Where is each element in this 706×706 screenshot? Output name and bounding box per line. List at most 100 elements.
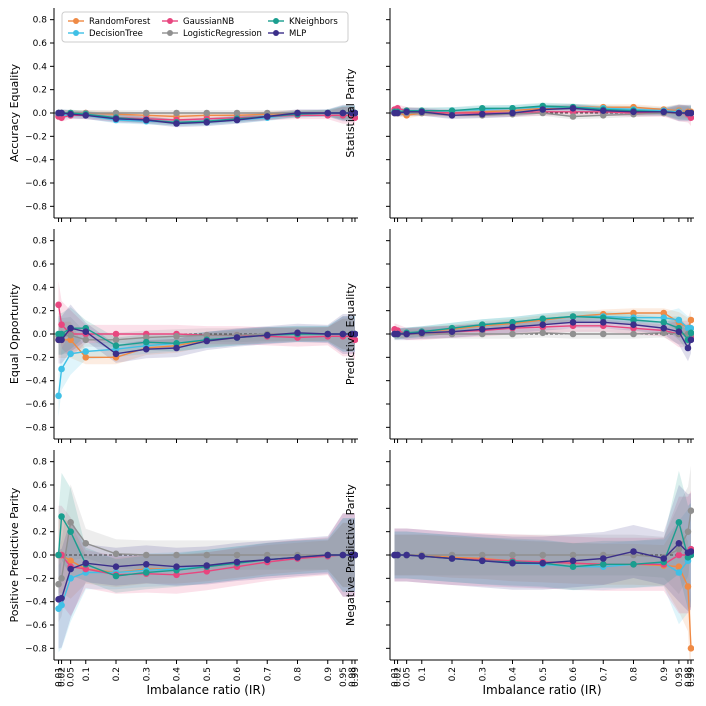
plot-area <box>54 472 358 653</box>
point-LogisticRegression <box>112 550 120 558</box>
point-MLP <box>675 109 683 117</box>
point-KNeighbors <box>569 563 577 570</box>
legend: RandomForest DecisionTree GaussianNB Logist… <box>61 11 349 43</box>
point-MLP <box>675 540 683 547</box>
band-MLP <box>394 484 691 612</box>
point-MLP <box>418 108 426 116</box>
point-MLP <box>351 551 358 559</box>
point-MLP <box>233 558 241 566</box>
point-LogisticRegression <box>67 331 74 339</box>
point-MLP <box>58 109 65 117</box>
point-DecisionTree <box>55 392 62 400</box>
x-axis-label: Imbalance ratio (IR) <box>146 683 265 697</box>
point-MLP <box>233 116 241 124</box>
point-LogisticRegression <box>684 528 692 535</box>
point-GaussianNB <box>351 336 358 344</box>
point-DecisionTree <box>675 316 683 324</box>
point-MLP <box>173 120 180 127</box>
y-tick-label: 0.4 <box>33 283 48 293</box>
point-MLP <box>263 113 271 120</box>
point-KNeighbors <box>630 316 637 324</box>
point-MLP <box>394 551 401 559</box>
y-tick-label: 0.6 <box>33 481 48 491</box>
point-GaussianNB <box>203 568 211 575</box>
point-GaussianNB <box>173 571 180 579</box>
y-axis-label: Negative Predictive Parity <box>344 484 357 626</box>
point-MLP <box>448 112 456 119</box>
legend-label: LogisticRegression <box>183 29 262 39</box>
point-RandomForest <box>684 583 692 590</box>
point-MLP <box>339 109 347 117</box>
x-tick-label: 0.9 <box>660 667 670 682</box>
x-tick-label: 0.05 <box>403 667 413 687</box>
y-tick-label: 0.6 <box>33 39 48 49</box>
y-tick-label: −0.8 <box>25 644 47 654</box>
x-tick-label: 0.98 <box>348 667 358 687</box>
point-MLP <box>233 334 241 341</box>
point-MLP <box>67 110 74 118</box>
point-LogisticRegression <box>599 112 607 119</box>
point-MLP <box>569 557 577 565</box>
point-RandomForest <box>687 316 694 324</box>
point-MLP <box>509 559 516 567</box>
point-GaussianNB <box>55 301 62 309</box>
x-tick-label: 0.3 <box>142 667 152 681</box>
point-MLP <box>263 331 271 339</box>
point-KNeighbors <box>142 569 150 576</box>
legend-marker <box>167 30 173 36</box>
x-tick-label: 0.98 <box>684 667 694 687</box>
y-tick-label: 0.0 <box>33 330 48 340</box>
point-KNeighbors <box>599 314 607 321</box>
point-MLP <box>112 350 120 358</box>
point-MLP <box>394 109 401 117</box>
point-MLP <box>509 323 516 331</box>
point-MLP <box>294 554 301 561</box>
point-MLP <box>339 330 347 338</box>
point-LogisticRegression <box>58 575 65 582</box>
point-MLP <box>67 324 74 332</box>
point-RandomForest <box>67 336 74 344</box>
point-KNeighbors <box>509 105 516 112</box>
point-MLP <box>630 321 637 328</box>
y-axis-label: Statistical Parity <box>344 68 357 158</box>
y-tick-label: 0.0 <box>33 109 48 119</box>
legend-item-RandomForest: RandomForest <box>68 17 151 27</box>
point-LogisticRegression <box>82 540 90 547</box>
point-KNeighbors <box>448 107 456 114</box>
y-tick-label: 0.4 <box>33 62 48 72</box>
y-tick-label: −0.2 <box>25 353 47 363</box>
point-LogisticRegression <box>173 551 180 559</box>
x-tick-label: 0.1 <box>418 667 428 681</box>
y-tick-label: 0.4 <box>33 504 48 514</box>
point-DecisionTree <box>58 601 65 609</box>
point-MLP <box>142 561 150 568</box>
point-MLP <box>599 555 607 562</box>
point-LogisticRegression <box>509 330 516 338</box>
legend-item-MLP: MLP <box>268 29 306 39</box>
point-MLP <box>660 555 668 562</box>
x-tick-label: 0.99 <box>687 667 697 687</box>
y-axis-label: Positive Predictive Parity <box>8 487 21 622</box>
x-tick-label: 0.6 <box>233 667 243 682</box>
point-GaussianNB <box>58 114 65 121</box>
point-MLP <box>58 336 65 344</box>
y-tick-label: −0.2 <box>25 132 47 142</box>
band-GaussianNB <box>58 505 355 616</box>
point-MLP <box>539 321 547 328</box>
point-KNeighbors <box>478 105 486 112</box>
band-KNeighbors <box>58 472 355 599</box>
point-KNeighbors <box>630 561 637 568</box>
legend-marker <box>73 18 79 24</box>
point-LogisticRegression <box>569 551 577 559</box>
band-KNeighbors <box>394 470 691 609</box>
point-MLP <box>630 108 637 116</box>
point-MLP <box>687 109 694 117</box>
y-tick-label: 0.6 <box>33 260 48 270</box>
x-tick-label: 0.95 <box>339 667 349 687</box>
point-GaussianNB <box>112 330 120 338</box>
point-MLP <box>403 330 410 338</box>
point-MLP <box>418 552 426 560</box>
y-tick-label: 0.8 <box>33 237 48 247</box>
y-tick-label: −0.4 <box>25 598 47 608</box>
panel-5: −0.8−0.6−0.4−0.20.00.20.40.60.80.010.02 0… <box>8 450 361 697</box>
